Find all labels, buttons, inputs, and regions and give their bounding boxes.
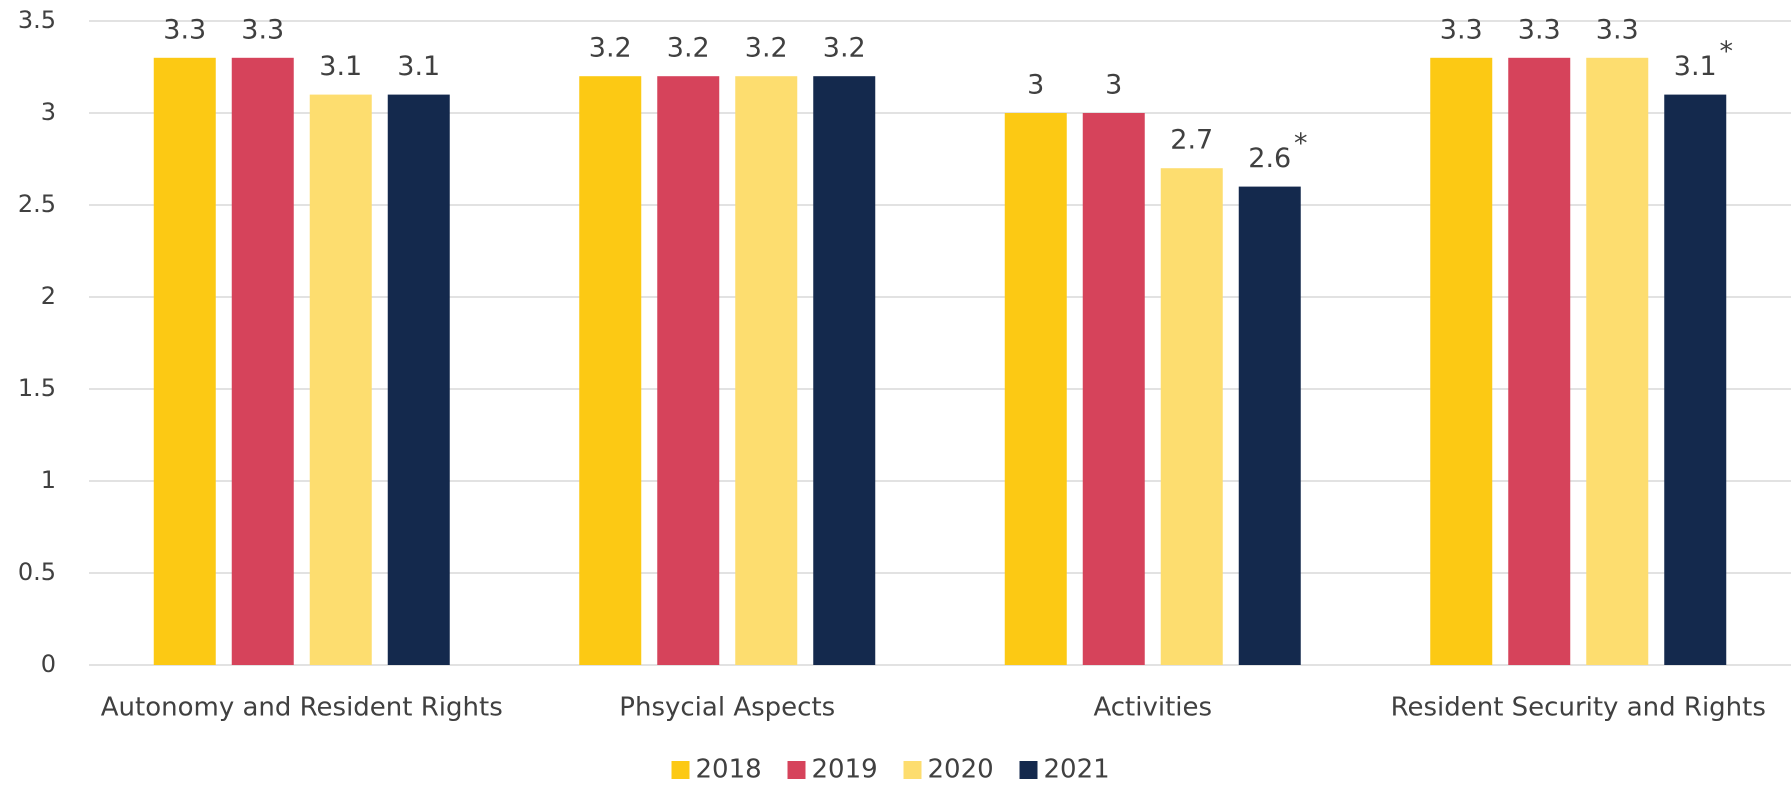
y-tick-label: 3 <box>41 98 56 126</box>
data-label: 2.6 <box>1248 143 1291 174</box>
data-label: 3.1 <box>1674 51 1717 82</box>
legend-label: 2019 <box>812 755 878 785</box>
y-tick-label: 3.5 <box>18 6 56 34</box>
x-tick-label: Activities <box>1093 693 1212 723</box>
data-label: 3.3 <box>163 14 206 45</box>
bar <box>1238 186 1301 665</box>
y-tick-label: 1.5 <box>18 374 56 402</box>
y-tick-label: 2 <box>41 282 56 310</box>
data-label: 3 <box>1027 70 1044 101</box>
legend-label: 2018 <box>696 755 762 785</box>
x-tick-label: Autonomy and Resident Rights <box>101 693 503 723</box>
legend-swatch <box>1019 761 1038 779</box>
y-tick-label: 0.5 <box>18 558 56 586</box>
data-label: 3.2 <box>667 33 710 64</box>
data-label: 3.3 <box>1596 14 1639 45</box>
legend-label: 2021 <box>1044 755 1110 785</box>
bar <box>309 94 372 666</box>
data-label: 3 <box>1105 70 1122 101</box>
bar <box>1082 113 1145 665</box>
bar <box>1430 57 1493 666</box>
bar <box>387 94 450 666</box>
data-label: 3.1 <box>319 51 362 82</box>
data-label: 3.2 <box>745 33 788 64</box>
legend-swatch <box>671 761 690 779</box>
legend-label: 2020 <box>928 755 994 785</box>
bar <box>813 76 876 665</box>
legend-swatch <box>787 761 806 779</box>
y-tick-label: 1 <box>41 466 56 494</box>
bar <box>1586 57 1649 666</box>
y-tick-label: 2.5 <box>18 190 56 218</box>
bar <box>579 76 642 665</box>
data-label: 2.7 <box>1170 125 1213 156</box>
bar <box>657 76 720 665</box>
legend-swatch <box>903 761 922 779</box>
data-label: 3.1 <box>397 51 440 82</box>
data-label: 3.3 <box>1440 14 1483 45</box>
y-tick-label: 0 <box>41 650 56 678</box>
x-tick-label: Resident Security and Rights <box>1391 693 1766 723</box>
bar <box>153 57 216 666</box>
bar <box>231 57 294 666</box>
data-label: 3.3 <box>241 14 284 45</box>
x-tick-label: Phsycial Aspects <box>619 693 835 723</box>
bar <box>1664 94 1727 666</box>
bar <box>735 76 798 665</box>
bar <box>1508 57 1571 666</box>
annotation: * <box>1294 128 1308 159</box>
data-label: 3.2 <box>589 33 632 64</box>
bar <box>1004 113 1067 665</box>
annotation: * <box>1720 36 1734 67</box>
bar <box>1160 168 1223 665</box>
data-label: 3.2 <box>823 33 866 64</box>
data-label: 3.3 <box>1518 14 1561 45</box>
